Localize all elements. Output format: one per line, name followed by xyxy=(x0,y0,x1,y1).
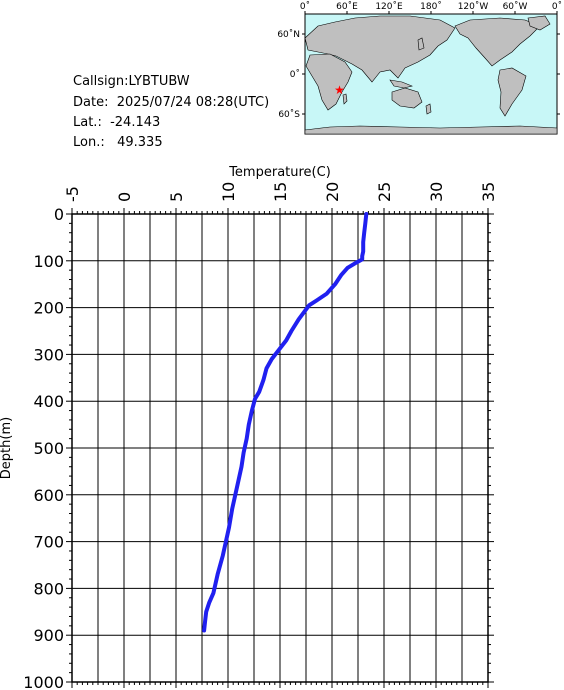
map-lon-label: 0˚ xyxy=(552,1,562,12)
temperature-depth-chart: -5 0 5 10 15 20 25 30 35 0 100 200 300 400 500 600 700 8… xyxy=(0,165,498,690)
x-tick-label: 15 xyxy=(271,182,290,202)
x-axis-title: Temperature(C) xyxy=(228,165,331,180)
map-lat-label: 0˚ xyxy=(290,69,300,80)
callsign-text: Callsign:LYBTUBW xyxy=(73,74,190,89)
plot-frame xyxy=(71,213,489,683)
new-zealand-landmass xyxy=(425,103,432,115)
x-tick-label: -5 xyxy=(63,186,82,202)
temperature-profile-line xyxy=(202,212,369,633)
float-location-marker: ★ xyxy=(334,83,345,97)
y-tick-label: 200 xyxy=(33,299,64,318)
x-tick-label: 30 xyxy=(427,182,446,202)
map-lon-label: 60˚E xyxy=(336,1,358,12)
y-tick-label: 300 xyxy=(33,345,64,364)
y-tick-label: 1000 xyxy=(23,673,64,690)
y-tick-label: 700 xyxy=(33,533,64,552)
north-america-landmass xyxy=(454,17,541,67)
longitude-text: Lon.: 49.335 xyxy=(73,135,163,150)
antarctica-landmass xyxy=(304,125,558,135)
x-tick-label: 0 xyxy=(115,192,134,202)
japan-landmass xyxy=(417,37,425,51)
indonesia-landmass xyxy=(389,79,413,89)
map-lon-label: 120˚E xyxy=(375,1,403,12)
x-tick-label: 5 xyxy=(167,192,186,202)
map-lon-label: 60˚W xyxy=(503,1,528,12)
y-tick-label: 500 xyxy=(33,439,64,458)
y-tick-label: 100 xyxy=(33,252,64,271)
madagascar-landmass xyxy=(342,93,348,105)
y-tick-label: 600 xyxy=(33,486,64,505)
map-lat-label: 60˚S xyxy=(278,109,300,120)
map-lat-label: 60˚N xyxy=(277,29,300,40)
map-land xyxy=(304,15,558,135)
eurasia-landmass xyxy=(304,15,456,83)
x-tick-label: 10 xyxy=(219,182,238,202)
australia-landmass xyxy=(391,87,423,109)
map-lon-label: 0˚ xyxy=(300,1,310,12)
y-tick-label: 0 xyxy=(54,205,64,224)
x-tick-label: 20 xyxy=(323,182,342,202)
y-tick-label: 800 xyxy=(33,579,64,598)
x-tick-label: 25 xyxy=(375,182,394,202)
y-axis-title: Depth(m) xyxy=(0,417,14,479)
south-america-landmass xyxy=(497,67,527,117)
world-map: 0˚ 60˚E 120˚E 180˚ 120˚W 60˚W 0˚ 60˚N 0˚ 60˚S ★ xyxy=(277,1,562,135)
x-tick-label: 35 xyxy=(479,182,498,202)
y-tick-label: 900 xyxy=(33,626,64,645)
africa-landmass xyxy=(305,53,353,111)
greenland-landmass xyxy=(527,15,551,31)
y-tick-label: 400 xyxy=(33,392,64,411)
map-lon-label: 180˚ xyxy=(420,1,442,12)
map-lon-label: 120˚W xyxy=(458,1,489,12)
date-text: Date: 2025/07/24 08:28(UTC) xyxy=(73,95,270,110)
latitude-text: Lat.: -24.143 xyxy=(73,115,161,130)
